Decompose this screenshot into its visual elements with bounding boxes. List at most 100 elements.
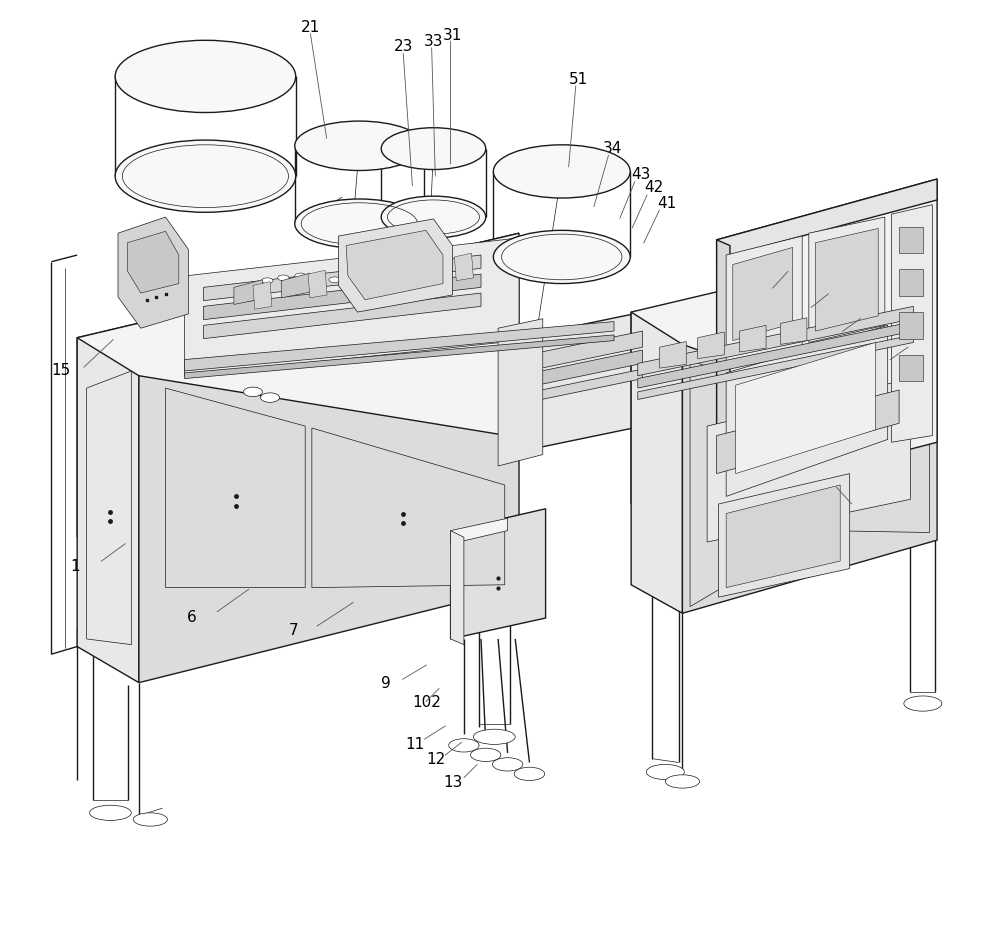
Polygon shape bbox=[118, 218, 188, 328]
Text: 1: 1 bbox=[70, 559, 80, 574]
Polygon shape bbox=[505, 350, 643, 392]
Polygon shape bbox=[638, 322, 913, 388]
Ellipse shape bbox=[359, 272, 371, 278]
Polygon shape bbox=[825, 411, 930, 533]
Text: 13: 13 bbox=[443, 774, 462, 789]
Polygon shape bbox=[815, 229, 878, 331]
Polygon shape bbox=[185, 335, 614, 379]
Polygon shape bbox=[87, 371, 131, 645]
Text: 21: 21 bbox=[300, 21, 320, 35]
Text: 121: 121 bbox=[826, 281, 855, 295]
Ellipse shape bbox=[665, 775, 700, 788]
Bar bbox=[899, 355, 923, 382]
Polygon shape bbox=[717, 241, 730, 505]
Ellipse shape bbox=[295, 274, 306, 280]
Polygon shape bbox=[726, 486, 840, 588]
Ellipse shape bbox=[471, 748, 501, 762]
Polygon shape bbox=[498, 319, 543, 466]
Polygon shape bbox=[77, 338, 139, 683]
Polygon shape bbox=[505, 369, 643, 407]
Polygon shape bbox=[717, 180, 937, 500]
Text: 23: 23 bbox=[394, 39, 413, 54]
Polygon shape bbox=[733, 248, 793, 341]
Ellipse shape bbox=[493, 146, 630, 199]
Polygon shape bbox=[505, 313, 643, 455]
Polygon shape bbox=[386, 262, 405, 289]
Ellipse shape bbox=[449, 739, 479, 752]
Polygon shape bbox=[308, 271, 327, 299]
Polygon shape bbox=[405, 265, 433, 289]
Polygon shape bbox=[281, 274, 310, 299]
Text: 11: 11 bbox=[405, 736, 424, 751]
Polygon shape bbox=[234, 281, 262, 306]
Text: 15: 15 bbox=[51, 362, 71, 377]
Polygon shape bbox=[660, 342, 686, 368]
Text: 101: 101 bbox=[907, 334, 936, 348]
Polygon shape bbox=[891, 206, 932, 443]
Text: 7: 7 bbox=[289, 623, 299, 637]
Ellipse shape bbox=[381, 129, 486, 170]
Polygon shape bbox=[454, 254, 473, 282]
Polygon shape bbox=[638, 307, 913, 376]
Ellipse shape bbox=[492, 758, 523, 771]
Text: 43: 43 bbox=[631, 167, 651, 182]
Text: 51: 51 bbox=[568, 71, 588, 87]
Polygon shape bbox=[682, 345, 937, 614]
Polygon shape bbox=[139, 376, 519, 683]
Polygon shape bbox=[726, 237, 802, 369]
Ellipse shape bbox=[261, 279, 273, 285]
Polygon shape bbox=[809, 218, 885, 343]
Polygon shape bbox=[451, 531, 464, 645]
Polygon shape bbox=[451, 509, 546, 639]
Ellipse shape bbox=[243, 387, 262, 397]
Polygon shape bbox=[631, 313, 682, 614]
Polygon shape bbox=[739, 326, 766, 352]
Polygon shape bbox=[505, 331, 643, 376]
Text: 14: 14 bbox=[852, 495, 871, 510]
Polygon shape bbox=[451, 519, 508, 545]
Polygon shape bbox=[128, 232, 179, 294]
Text: 131: 131 bbox=[859, 306, 888, 320]
Ellipse shape bbox=[473, 729, 515, 744]
Ellipse shape bbox=[90, 805, 131, 821]
Polygon shape bbox=[346, 231, 443, 301]
Polygon shape bbox=[204, 256, 481, 302]
Ellipse shape bbox=[904, 696, 942, 711]
Text: 34: 34 bbox=[603, 141, 622, 156]
Polygon shape bbox=[185, 239, 519, 376]
Text: 31: 31 bbox=[443, 28, 462, 43]
Polygon shape bbox=[719, 474, 850, 598]
Polygon shape bbox=[253, 283, 272, 310]
Polygon shape bbox=[717, 390, 899, 474]
Polygon shape bbox=[736, 343, 875, 474]
Polygon shape bbox=[312, 428, 505, 588]
Text: 111: 111 bbox=[785, 258, 814, 273]
Polygon shape bbox=[707, 379, 910, 543]
Ellipse shape bbox=[115, 41, 296, 113]
Polygon shape bbox=[338, 220, 452, 313]
Ellipse shape bbox=[133, 813, 167, 826]
Ellipse shape bbox=[312, 275, 323, 281]
Polygon shape bbox=[166, 388, 305, 588]
Text: 42: 42 bbox=[644, 180, 664, 195]
Polygon shape bbox=[204, 275, 481, 320]
Text: 33: 33 bbox=[424, 33, 443, 49]
Polygon shape bbox=[77, 234, 519, 538]
Ellipse shape bbox=[514, 767, 545, 781]
Bar bbox=[899, 313, 923, 339]
Ellipse shape bbox=[329, 278, 340, 284]
Polygon shape bbox=[690, 360, 818, 607]
Polygon shape bbox=[726, 326, 888, 497]
Text: 12: 12 bbox=[426, 751, 445, 766]
Polygon shape bbox=[717, 180, 937, 260]
Polygon shape bbox=[638, 335, 913, 400]
Ellipse shape bbox=[381, 197, 486, 239]
Text: 102: 102 bbox=[413, 694, 441, 709]
Ellipse shape bbox=[646, 764, 684, 780]
Polygon shape bbox=[185, 322, 614, 371]
Text: 6: 6 bbox=[186, 609, 196, 624]
Polygon shape bbox=[204, 294, 481, 339]
Text: 41: 41 bbox=[657, 196, 676, 211]
Bar bbox=[899, 270, 923, 297]
Ellipse shape bbox=[345, 274, 357, 280]
